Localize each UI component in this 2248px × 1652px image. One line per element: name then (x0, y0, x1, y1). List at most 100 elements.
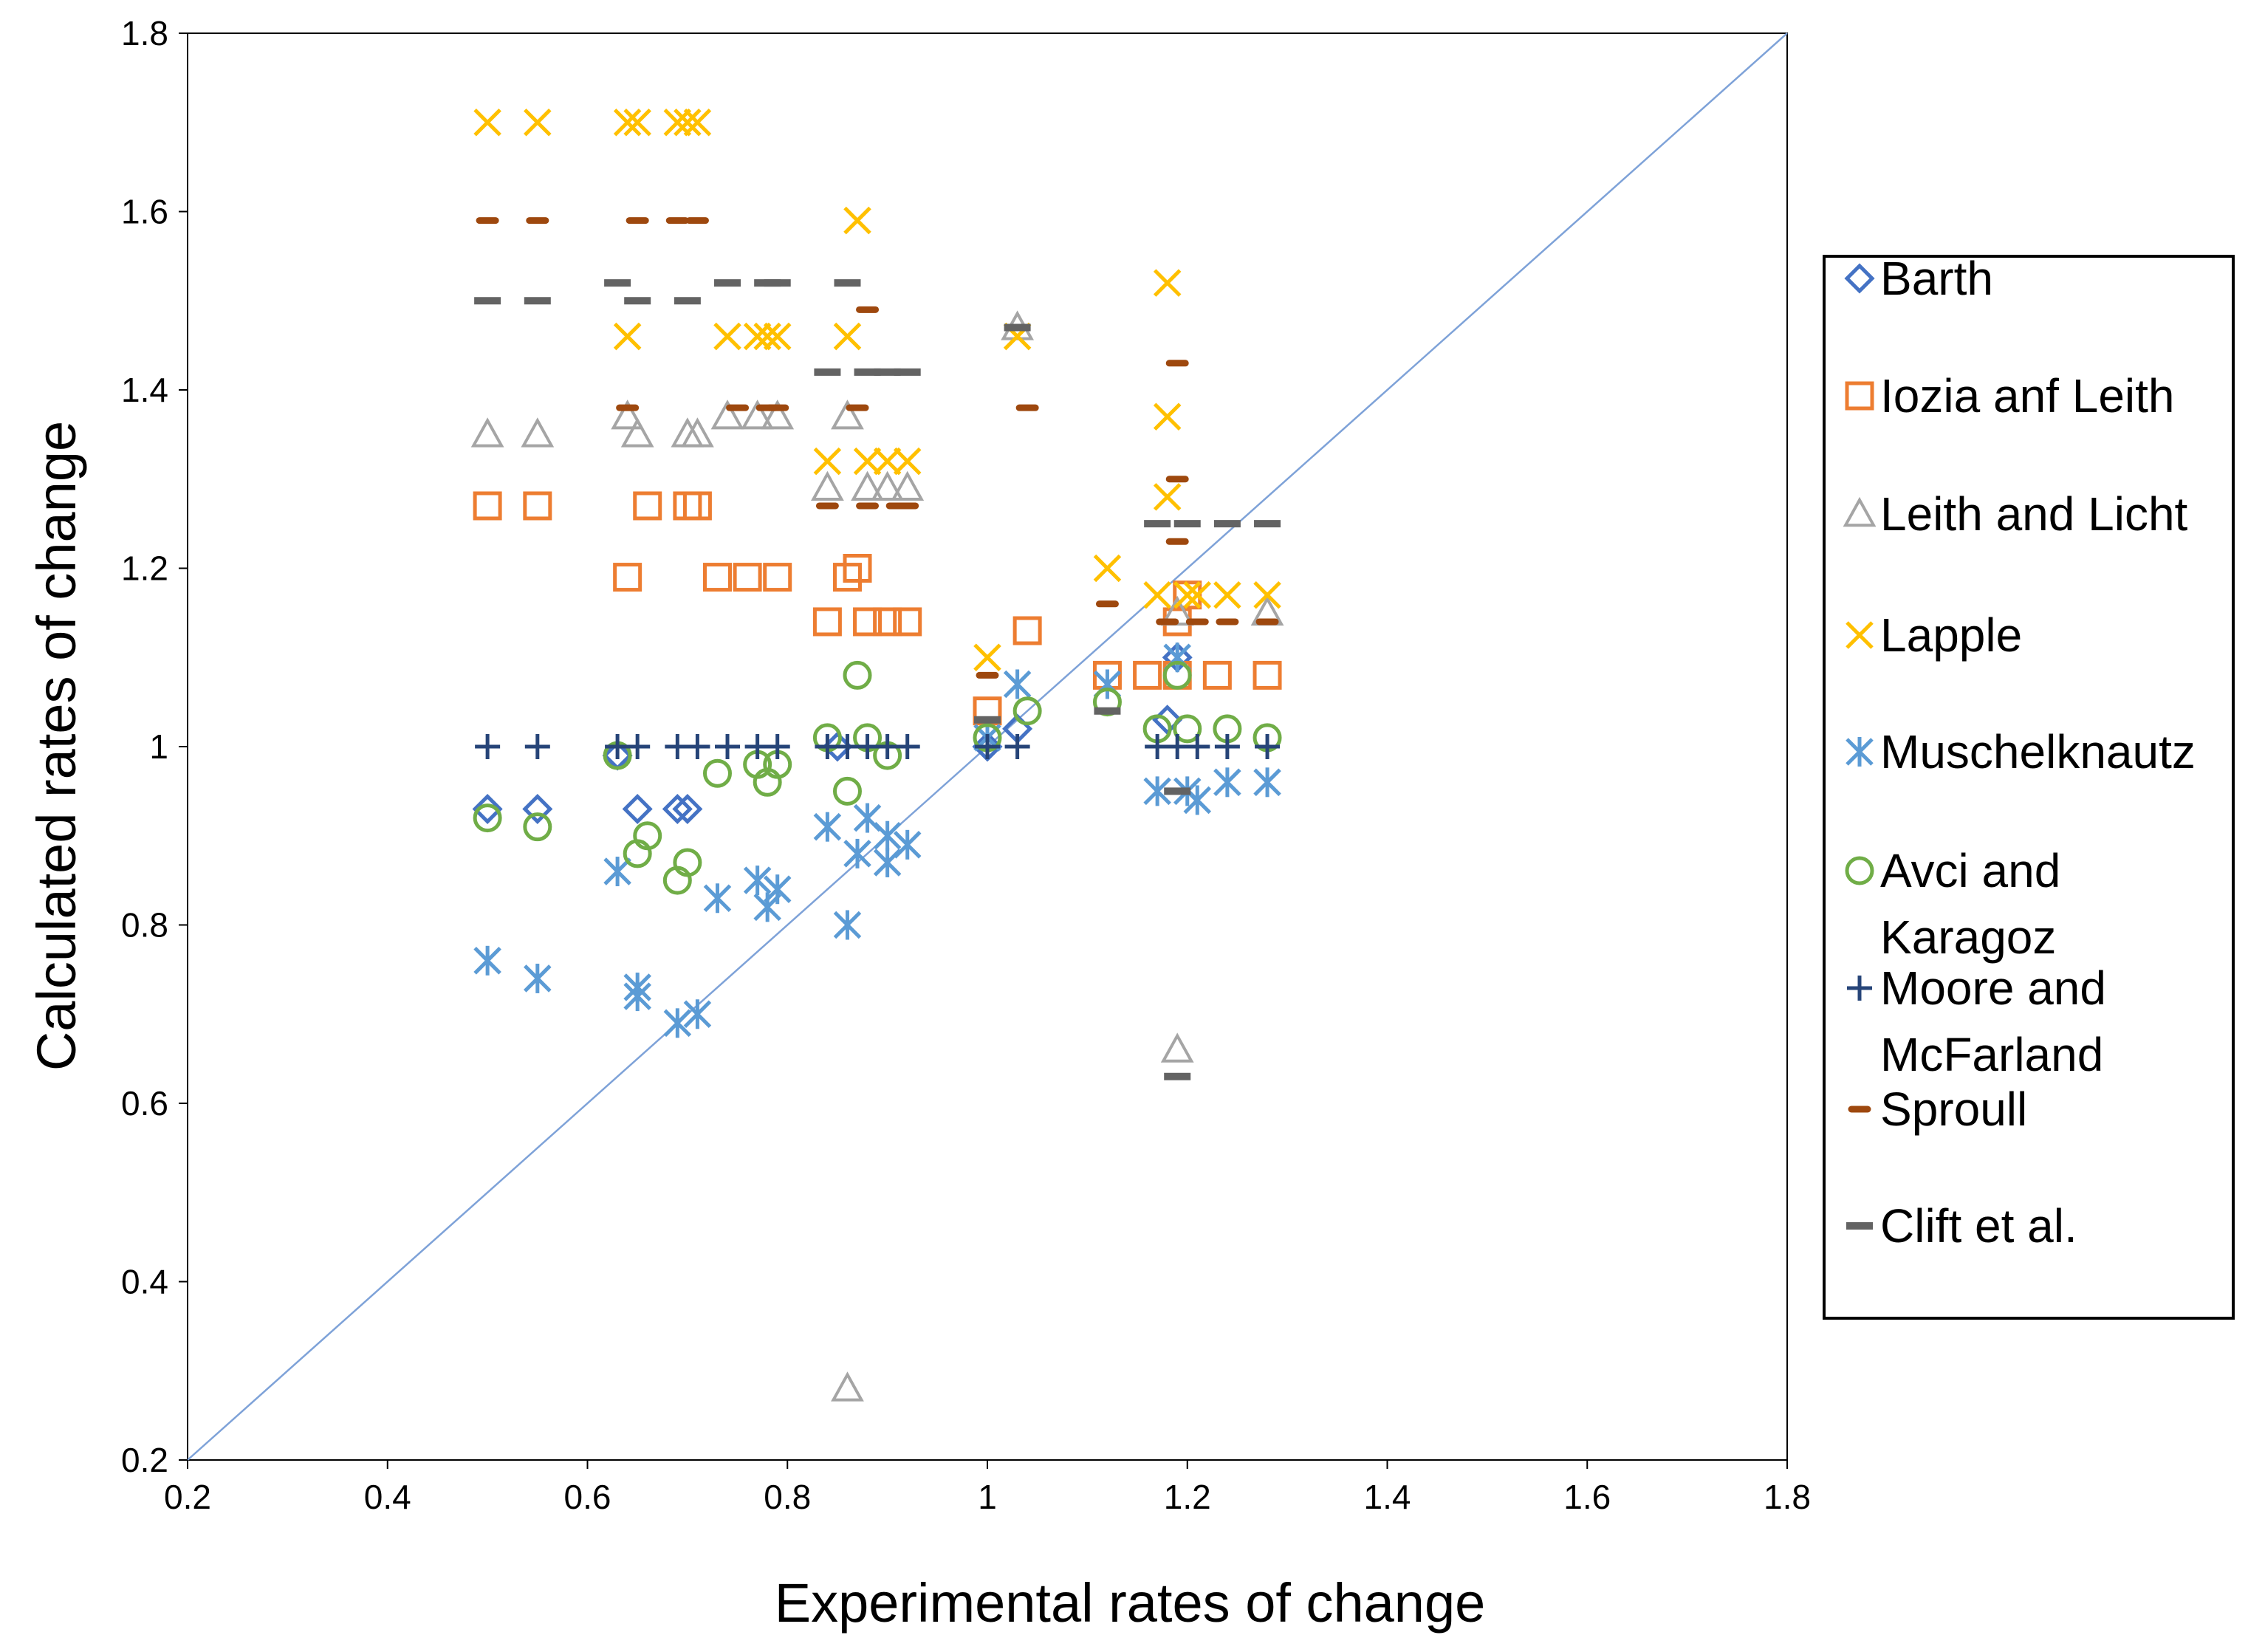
data-point-moore-and-mcfarland (475, 734, 501, 759)
data-point-moore-and-mcfarland (764, 734, 790, 759)
legend-label: Moore and (1880, 962, 2106, 1015)
data-point-avci-and-karagoz (843, 660, 872, 690)
legend-entry-leith-and-licht: Leith and Licht (1843, 487, 2188, 541)
data-point-muschelknautz (473, 945, 501, 976)
legend-label: Sproull (1880, 1083, 2027, 1136)
data-point-iozia-anf-leith (733, 563, 762, 592)
data-point-barth (522, 793, 553, 825)
legend-label: Karagoz (1880, 911, 2056, 964)
data-point-iozia-anf-leith (832, 563, 862, 592)
data-point-iozia-anf-leith (523, 491, 552, 521)
legend-entry-clift-et-al: Clift et al. (1846, 1199, 2077, 1252)
legend-marker-leith-and-licht (1843, 496, 1877, 527)
data-point-iozia-anf-leith (1252, 660, 1282, 690)
series-clift-et-al (474, 279, 1281, 1080)
y-tick-label: 1.6 (121, 193, 168, 231)
x-tick-label: 0.2 (164, 1478, 211, 1516)
data-point-lapple (1213, 580, 1241, 609)
x-tick-label: 1.4 (1364, 1478, 1411, 1516)
data-point-lapple (1143, 580, 1171, 609)
legend-entry-muschelknautz: Muschelknautz (1846, 725, 2196, 778)
series-sproull (476, 217, 1279, 679)
legend: Barth Iozia anf Leith Leith and Licht Lappl… (1823, 252, 2235, 1320)
data-point-muschelknautz (623, 973, 651, 1003)
data-point-lapple (1253, 580, 1281, 609)
data-point-lapple (1183, 580, 1212, 609)
data-point-leith-and-licht (1160, 1032, 1194, 1063)
data-point-barth (622, 793, 653, 825)
data-point-lapple (663, 108, 692, 137)
data-point-leith-and-licht (811, 470, 844, 501)
legend-box (1823, 255, 2235, 1320)
data-point-muschelknautz (1213, 767, 1241, 798)
data-point-iozia-anf-leith (473, 491, 502, 521)
legend-marker-lapple (1846, 621, 1874, 649)
data-point-muschelknautz (893, 829, 922, 860)
legend-label: Clift et al. (1880, 1199, 2077, 1252)
y-tick-label: 0.8 (121, 906, 168, 945)
x-tick-label: 0.6 (564, 1478, 611, 1516)
data-point-avci-and-karagoz (1012, 696, 1042, 726)
legend-entry-lapple: Lapple (1846, 609, 2022, 662)
data-point-iozia-anf-leith (873, 607, 902, 637)
data-point-lapple (473, 108, 501, 137)
data-point-muschelknautz (1143, 776, 1171, 806)
data-point-lapple (973, 643, 1001, 672)
data-point-lapple (873, 447, 902, 476)
data-point-moore-and-mcfarland (975, 734, 1000, 759)
y-axis-ticks: 0.2 0.4 0.6 0.8 1 1.2 1.4 1.6 1.8 (121, 14, 188, 1479)
data-point-avci-and-karagoz (702, 758, 732, 788)
data-point-iozia-anf-leith (763, 563, 792, 592)
data-point-leith-and-licht (851, 470, 884, 501)
series-lapple (473, 108, 1281, 672)
data-point-moore-and-mcfarland (685, 734, 710, 759)
data-point-lapple (524, 108, 552, 137)
data-point-barth (672, 793, 703, 825)
data-point-lapple (683, 108, 712, 137)
legend-marker-iozia-anf-leith (1845, 381, 1874, 411)
data-point-avci-and-karagoz (1173, 714, 1202, 744)
data-point-leith-and-licht (741, 400, 775, 430)
legend-entry-avci-and-karagoz: Avci and Karagoz (1845, 844, 2060, 964)
y-tick-label: 1.8 (121, 14, 168, 52)
data-point-lapple (713, 322, 741, 351)
data-point-moore-and-mcfarland (715, 734, 741, 759)
data-point-moore-and-mcfarland (524, 734, 550, 759)
data-point-moore-and-mcfarland (1214, 734, 1240, 759)
data-point-muschelknautz (1003, 669, 1032, 699)
data-point-lapple (833, 322, 862, 351)
data-point-avci-and-karagoz (832, 776, 862, 806)
data-point-muschelknautz (663, 1008, 692, 1038)
data-point-lapple (1153, 269, 1182, 297)
legend-marker-moore-and-mcfarland (1847, 976, 1872, 1001)
data-point-barth (662, 793, 693, 825)
data-point-muschelknautz (873, 820, 902, 851)
data-point-lapple (613, 108, 642, 137)
legend-label: Muschelknautz (1880, 725, 2196, 778)
data-point-iozia-anf-leith (893, 607, 922, 637)
data-point-muschelknautz (763, 874, 792, 905)
data-point-leith-and-licht (470, 417, 504, 448)
data-point-barth (472, 793, 503, 825)
data-point-iozia-anf-leith (613, 563, 642, 592)
data-point-muschelknautz (813, 812, 842, 842)
data-point-iozia-anf-leith (1133, 660, 1162, 690)
x-tick-label: 1.8 (1764, 1478, 1811, 1516)
x-tick-label: 1.2 (1164, 1478, 1211, 1516)
data-point-lapple (763, 322, 792, 351)
data-point-moore-and-mcfarland (1255, 734, 1281, 759)
legend-marker-muschelknautz (1846, 737, 1874, 767)
data-point-muschelknautz (743, 866, 772, 896)
data-point-leith-and-licht (891, 470, 925, 501)
x-axis-ticks: 0.2 0.4 0.6 0.8 1 1.2 1.4 1.6 1.8 (164, 1460, 1811, 1516)
y-tick-label: 1.2 (121, 549, 168, 588)
data-point-lapple (674, 108, 702, 137)
data-point-lapple (893, 447, 922, 476)
y-axis-title: Calculated rates of change (26, 421, 87, 1071)
data-point-avci-and-karagoz (523, 812, 552, 842)
data-point-lapple (1093, 554, 1122, 583)
legend-entry-iozia-anf-leith: Iozia anf Leith (1845, 369, 2175, 422)
data-point-leith-and-licht (710, 400, 744, 430)
data-point-muschelknautz (843, 838, 871, 868)
